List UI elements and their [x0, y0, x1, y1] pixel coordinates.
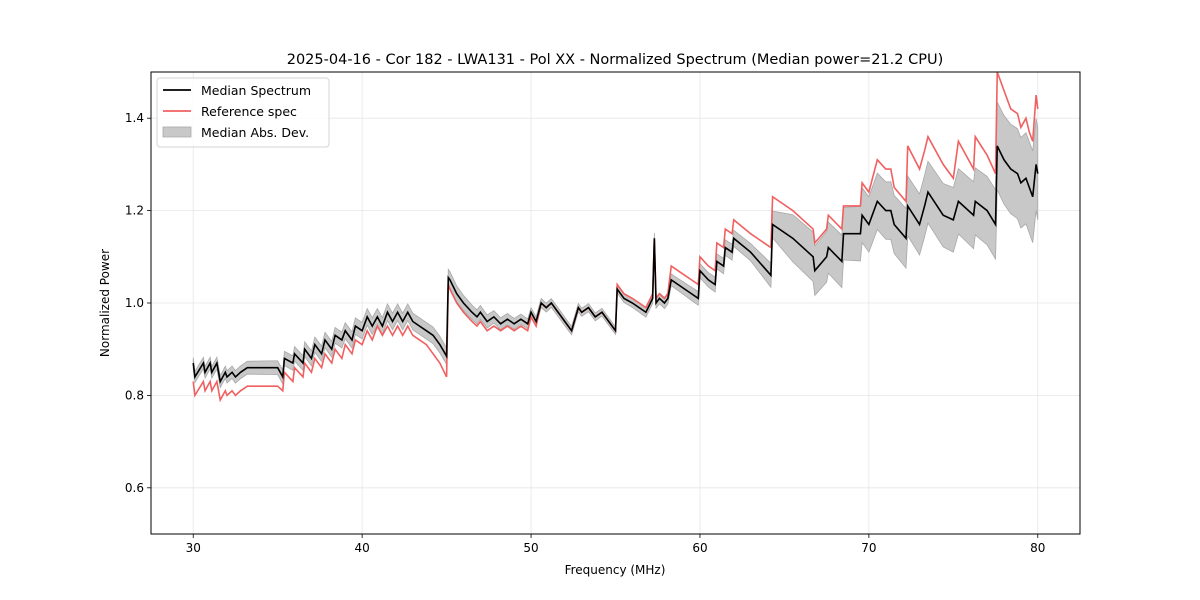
x-tick-label: 60 [692, 541, 707, 555]
x-tick-label: 40 [354, 541, 369, 555]
chart-title: 2025-04-16 - Cor 182 - LWA131 - Pol XX -… [287, 52, 944, 68]
mad-band [192, 101, 1039, 389]
legend-reference-label: Reference spec [201, 104, 297, 119]
y-tick-label: 0.6 [125, 481, 144, 495]
y-axis-ticks: 0.6 0.8 1.0 1.2 1.4 [125, 111, 151, 495]
mad-band-layer [192, 101, 1039, 389]
x-axis-ticks: 30 40 50 60 70 80 [186, 534, 1045, 555]
y-tick-label: 1.2 [125, 204, 144, 218]
legend-mad-label: Median Abs. Dev. [201, 125, 309, 140]
median-spectrum-line [192, 145, 1039, 384]
x-tick-label: 70 [861, 541, 876, 555]
x-axis-label: Frequency (MHz) [565, 563, 666, 577]
legend-frame [156, 77, 330, 148]
legend-mad-swatch [162, 126, 192, 138]
x-tick-label: 50 [523, 541, 538, 555]
x-tick-label: 30 [186, 541, 201, 555]
y-tick-label: 1.4 [125, 111, 144, 125]
y-tick-label: 0.8 [125, 388, 144, 402]
y-tick-label: 1.0 [125, 296, 144, 310]
series-layer [192, 71, 1039, 403]
legend-median-label: Median Spectrum [201, 83, 311, 98]
x-tick-label: 80 [1030, 541, 1045, 555]
legend: Median Spectrum Reference spec Median Ab… [156, 77, 330, 148]
y-axis-label: Normalized Power [98, 249, 112, 357]
